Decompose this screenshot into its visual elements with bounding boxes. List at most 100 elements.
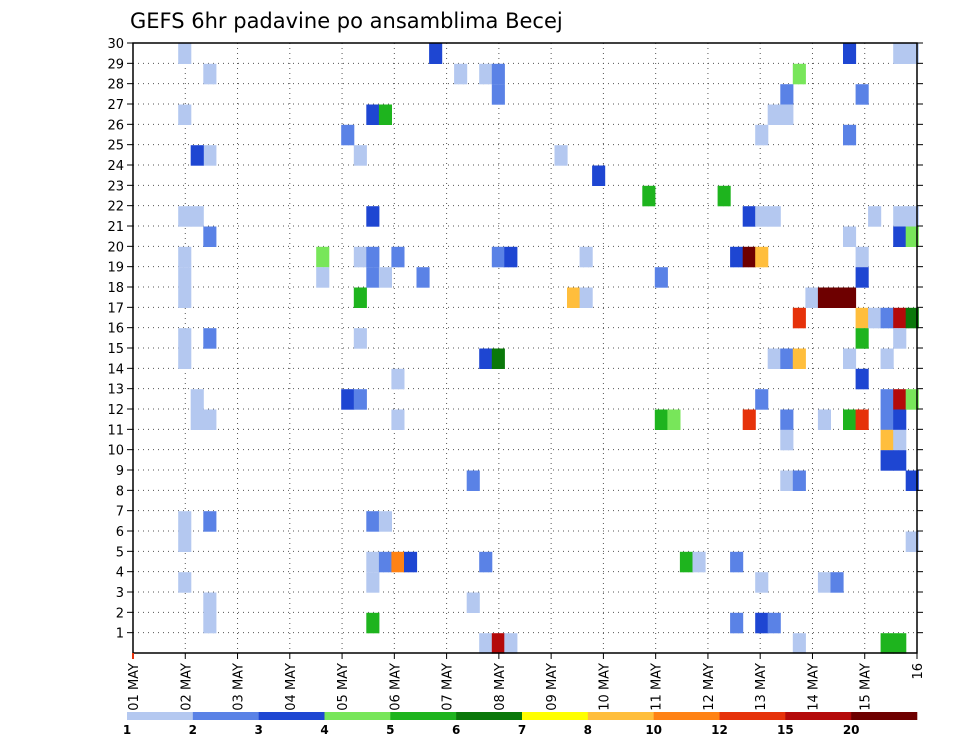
- precip-cell: [755, 206, 769, 227]
- precip-cell: [880, 307, 894, 329]
- precip-cell: [178, 348, 192, 369]
- precip-cell: [692, 551, 706, 573]
- precip-cell: [792, 633, 806, 654]
- colorbar-swatch: [127, 712, 194, 720]
- precip-cell: [880, 633, 894, 654]
- precip-cell: [491, 348, 505, 369]
- precip-cell: [830, 287, 844, 308]
- precip-cell: [843, 348, 857, 369]
- y-tick-label: 9: [116, 464, 124, 479]
- colorbar-label: 12: [711, 723, 728, 737]
- precip-cell: [353, 287, 367, 308]
- colorbar-swatch: [324, 712, 391, 720]
- precip-cell: [893, 409, 907, 430]
- y-tick-label: 14: [107, 362, 124, 377]
- x-axis: 01 MAY 02 MAY 03 MAY 04 MAY 05 MAY 06 MAY 07 M…: [127, 653, 926, 711]
- precip-cell: [190, 145, 204, 166]
- y-tick-label: 8: [116, 484, 124, 499]
- precip-cell: [504, 246, 518, 268]
- y-tick-label: 2: [116, 606, 124, 621]
- precip-cell: [203, 409, 217, 430]
- chart-title: GEFS 6hr padavine po ansamblima Becej: [130, 9, 563, 33]
- precip-cell: [366, 511, 380, 532]
- precip-cell: [378, 267, 392, 288]
- precip-cell: [491, 246, 505, 268]
- precip-cell: [203, 592, 217, 613]
- precip-cell: [855, 246, 869, 268]
- colorbar-label: 6: [452, 723, 460, 737]
- precip-cell: [905, 307, 919, 329]
- precip-cell: [203, 612, 217, 634]
- colorbar-swatch: [587, 712, 654, 720]
- y-tick-label: 28: [107, 78, 124, 93]
- y-tick-label: 12: [107, 403, 124, 418]
- precip-cell: [730, 612, 744, 634]
- precipitation-cells: [178, 43, 919, 654]
- precip-cell: [178, 511, 192, 532]
- colorbar-swatch: [522, 712, 589, 720]
- precip-cell: [479, 63, 493, 85]
- precip-cell: [203, 328, 217, 349]
- precip-cell: [780, 409, 794, 430]
- precip-cell: [353, 328, 367, 349]
- colorbar-label: 3: [254, 723, 262, 737]
- grid: [133, 42, 917, 653]
- colorbar-swatch: [653, 712, 720, 720]
- precip-cell: [893, 633, 907, 654]
- precip-cell: [479, 348, 493, 369]
- precip-cell: [504, 633, 518, 654]
- precip-cell: [366, 612, 380, 634]
- precip-cell: [805, 287, 819, 308]
- precip-cell: [767, 612, 781, 634]
- precip-cell: [843, 124, 857, 146]
- x-tick-label: 13 MAY: [754, 663, 769, 711]
- precip-cell: [178, 287, 192, 308]
- precip-cell: [353, 145, 367, 166]
- y-tick-label: 30: [107, 37, 124, 52]
- precip-cell: [755, 612, 769, 634]
- y-tick-label: 10: [107, 444, 124, 459]
- precip-cell: [416, 267, 430, 288]
- precip-cell: [905, 389, 919, 410]
- precip-cell: [203, 145, 217, 166]
- precip-cell: [855, 267, 869, 288]
- precip-cell: [642, 185, 656, 207]
- precip-cell: [880, 450, 894, 471]
- colorbar-swatch: [192, 712, 259, 720]
- precip-cell: [554, 145, 568, 166]
- precip-cell: [203, 63, 217, 85]
- precip-cell: [178, 206, 192, 227]
- precip-cell: [755, 124, 769, 146]
- precip-cell: [817, 409, 831, 430]
- y-tick-label: 23: [107, 179, 124, 194]
- precip-cell: [366, 246, 380, 268]
- precip-cell: [905, 43, 919, 64]
- y-tick-label: 17: [107, 301, 124, 316]
- x-tick-label: 14 MAY: [806, 663, 821, 711]
- colorbar-swatch: [719, 712, 786, 720]
- precip-cell: [843, 409, 857, 430]
- precip-cell: [780, 104, 794, 125]
- y-tick-label: 13: [107, 383, 124, 398]
- x-tick-label: 11 MAY: [650, 663, 665, 711]
- precip-cell: [592, 165, 606, 186]
- precip-cell: [579, 287, 593, 308]
- x-tick-label: 03 MAY: [232, 663, 247, 711]
- colorbar-swatch: [851, 712, 918, 720]
- precip-cell: [868, 206, 882, 227]
- precip-cell: [893, 307, 907, 329]
- precip-cell: [353, 389, 367, 410]
- precip-cell: [353, 246, 367, 268]
- precip-cell: [880, 429, 894, 451]
- precip-cell: [893, 328, 907, 349]
- x-tick-label: 07 MAY: [441, 663, 456, 711]
- precip-cell: [730, 246, 744, 268]
- y-tick-label: 4: [116, 566, 124, 581]
- precip-cell: [466, 470, 480, 491]
- precip-cell: [316, 267, 330, 288]
- precip-cell: [429, 43, 443, 64]
- precip-cell: [203, 226, 217, 247]
- precip-cell: [178, 572, 192, 593]
- colorbar-label: 8: [584, 723, 592, 737]
- precip-cell: [893, 43, 907, 64]
